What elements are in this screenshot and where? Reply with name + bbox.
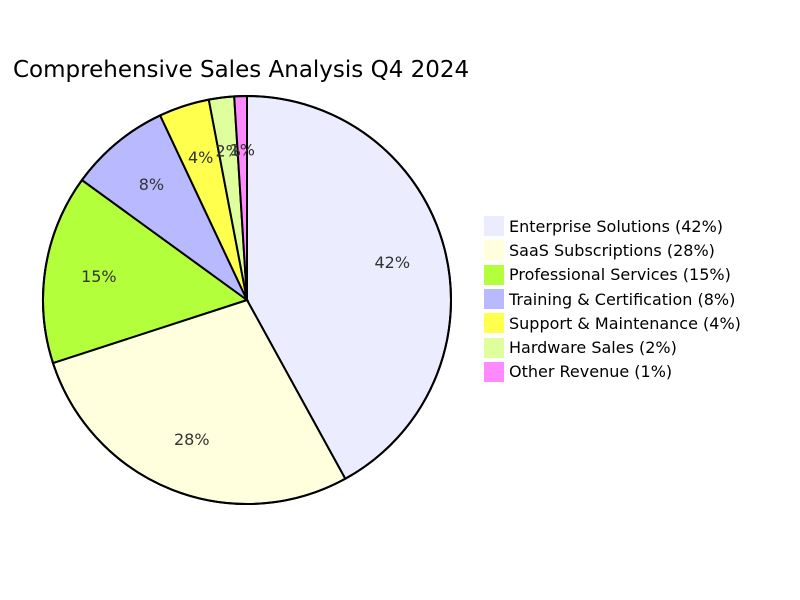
legend-label-6: Other Revenue (1%) [509,362,673,382]
slice-label-1: 28% [174,430,210,449]
legend-swatch-0 [484,216,504,237]
legend-label-4: Support & Maintenance (4%) [509,313,741,333]
legend-swatch-4 [484,313,504,334]
pie-slice-labels: 42% 28% 15% 8% 4% 2%1% [81,141,410,449]
slice-label-2: 15% [81,267,117,286]
slice-label-4: 4% [188,148,213,167]
legend-swatch-3 [484,289,504,310]
slice-label-6: 1% [230,141,255,160]
chart-title: Comprehensive Sales Analysis Q4 2024 [13,57,470,83]
legend-item-1: SaaS Subscriptions (28%) [484,238,741,262]
legend-item-6: Other Revenue (1%) [484,360,741,384]
legend-swatch-1 [484,240,504,261]
legend-label-5: Hardware Sales (2%) [509,338,677,358]
legend-item-5: Hardware Sales (2%) [484,335,741,359]
slice-label-3: 8% [139,175,164,194]
legend-item-4: Support & Maintenance (4%) [484,311,741,335]
legend-label-3: Training & Certification (8%) [509,289,736,309]
legend-item-0: Enterprise Solutions (42%) [484,214,741,238]
slice-label-5: 2% [216,142,241,161]
legend-label-1: SaaS Subscriptions (28%) [509,240,715,260]
slice-label-0: 42% [375,253,411,272]
chart-legend: Enterprise Solutions (42%) SaaS Subscript… [484,214,741,384]
legend-swatch-5 [484,337,504,358]
legend-item-3: Training & Certification (8%) [484,287,741,311]
pie-outline [42,95,452,505]
legend-swatch-6 [484,361,504,382]
legend-swatch-2 [484,264,504,285]
legend-label-0: Enterprise Solutions (42%) [509,216,724,236]
legend-item-2: Professional Services (15%) [484,263,741,287]
legend-label-2: Professional Services (15%) [509,265,731,285]
